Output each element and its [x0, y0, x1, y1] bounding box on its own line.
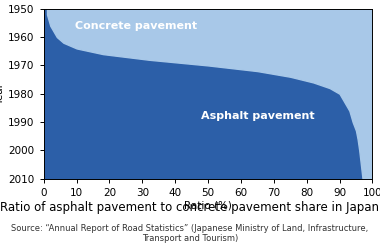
Text: Source: “Annual Report of Road Statistics” (Japanese Ministry of Land, Infrastru: Source: “Annual Report of Road Statistic…	[11, 224, 369, 243]
Text: Ratio of asphalt pavement to concrete pavement share in Japan: Ratio of asphalt pavement to concrete pa…	[0, 201, 380, 214]
Y-axis label: Year: Year	[0, 83, 6, 105]
X-axis label: Ratio (%): Ratio (%)	[184, 200, 232, 210]
Text: Concrete pavement: Concrete pavement	[75, 21, 197, 31]
Text: Asphalt pavement: Asphalt pavement	[201, 112, 314, 122]
